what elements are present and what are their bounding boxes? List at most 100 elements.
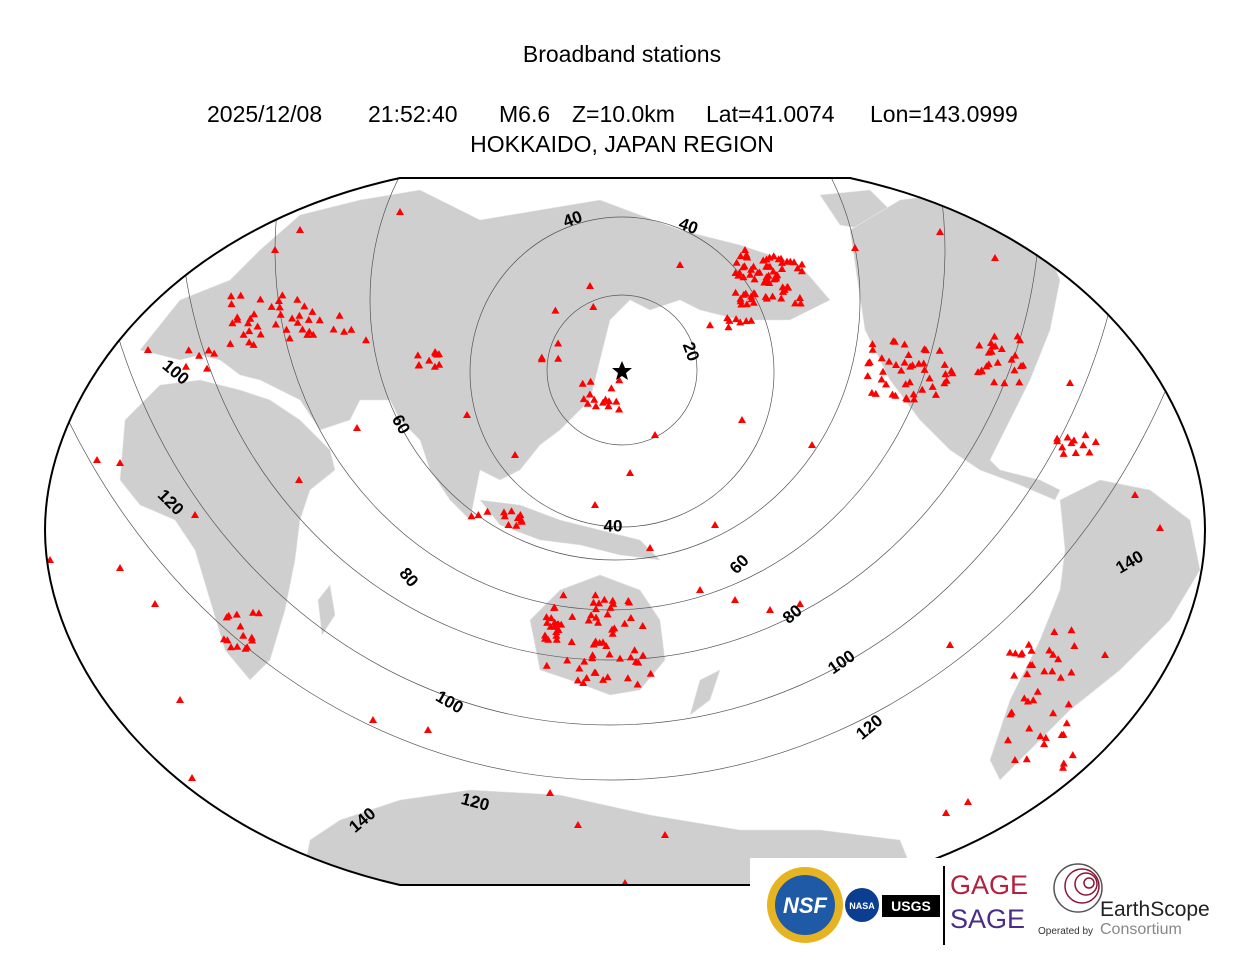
station	[413, 351, 422, 359]
station	[552, 635, 561, 643]
station	[547, 614, 556, 622]
station	[904, 351, 913, 358]
station	[288, 314, 297, 322]
station	[1007, 355, 1016, 363]
station	[587, 611, 596, 619]
title: Broadband stations	[523, 41, 721, 67]
station	[623, 674, 632, 682]
station	[559, 591, 568, 599]
station	[942, 809, 950, 816]
station	[1024, 640, 1033, 648]
station	[600, 595, 609, 603]
station	[977, 366, 986, 374]
station	[1059, 730, 1068, 738]
station	[765, 253, 774, 261]
operated-by: Operated by	[1038, 926, 1093, 937]
station	[993, 358, 1002, 366]
station	[191, 511, 199, 518]
station	[1059, 449, 1068, 457]
station	[607, 384, 616, 392]
station	[747, 265, 756, 273]
station	[305, 327, 314, 335]
station	[233, 642, 242, 650]
station	[905, 378, 914, 386]
station	[921, 346, 930, 354]
station	[474, 511, 483, 519]
station	[595, 599, 603, 607]
station	[608, 629, 617, 637]
station	[1067, 439, 1076, 447]
station	[223, 636, 232, 644]
station	[210, 349, 219, 357]
station	[516, 511, 525, 518]
station	[116, 564, 124, 571]
station	[988, 342, 997, 350]
logo-bar: NSF NASA USGS GAGE SAGE Operated by Eart…	[750, 858, 1234, 953]
station	[739, 290, 748, 298]
station	[732, 315, 741, 323]
station	[620, 619, 629, 627]
station	[1091, 438, 1100, 445]
stations	[46, 208, 1164, 885]
date: 2025/12/08	[207, 101, 322, 127]
latitude: Lat=41.0074	[706, 101, 835, 127]
station	[430, 362, 439, 370]
station	[602, 642, 611, 649]
station	[615, 376, 624, 384]
station	[575, 664, 584, 672]
station	[991, 254, 999, 261]
station	[851, 244, 859, 251]
station	[864, 359, 873, 367]
station	[599, 675, 608, 683]
station	[676, 261, 684, 268]
station	[1011, 756, 1019, 763]
station	[594, 618, 603, 626]
station	[987, 339, 995, 346]
station	[425, 356, 434, 364]
station	[1019, 361, 1028, 369]
station	[296, 226, 304, 233]
station	[589, 640, 598, 648]
station	[1011, 649, 1020, 657]
station	[984, 360, 993, 368]
station	[247, 633, 256, 641]
station	[298, 325, 307, 333]
station	[222, 613, 231, 621]
station	[1101, 651, 1109, 658]
station	[920, 365, 929, 373]
station	[1013, 332, 1022, 340]
station	[239, 631, 248, 639]
station	[253, 322, 262, 330]
station	[725, 316, 734, 324]
station	[626, 614, 635, 621]
station	[256, 330, 265, 338]
station	[295, 311, 304, 319]
station	[626, 653, 635, 661]
station	[1054, 655, 1063, 663]
station	[246, 314, 255, 322]
station	[1049, 709, 1058, 717]
station	[975, 341, 984, 349]
station	[278, 291, 287, 299]
station	[1063, 433, 1072, 441]
station	[588, 654, 597, 662]
station	[947, 366, 956, 374]
station	[731, 596, 739, 603]
station	[774, 255, 783, 263]
station	[786, 257, 795, 265]
station	[568, 612, 577, 620]
station	[144, 346, 152, 353]
station	[282, 325, 291, 333]
station	[615, 405, 624, 413]
station	[778, 265, 786, 272]
time: 21:52:40	[368, 101, 458, 127]
station	[563, 656, 572, 664]
station	[592, 613, 601, 621]
station	[747, 292, 756, 300]
station	[590, 395, 599, 403]
station	[589, 598, 598, 606]
station	[285, 334, 294, 342]
station	[1011, 351, 1020, 359]
station	[901, 380, 910, 388]
